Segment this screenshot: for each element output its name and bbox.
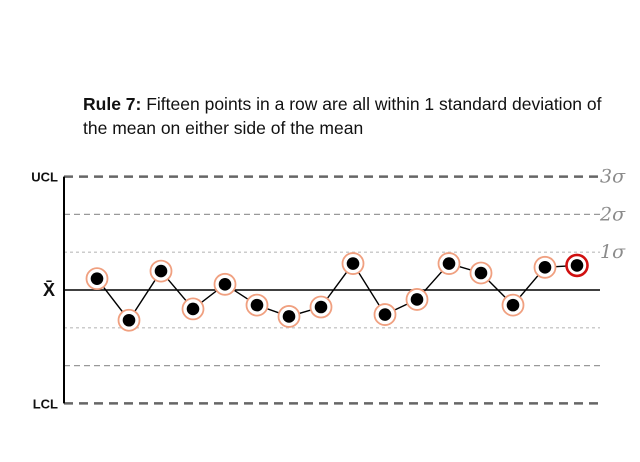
- rule-label: Rule 7:: [83, 94, 142, 114]
- data-point: [250, 298, 264, 312]
- rule-description: Fifteen points in a row are all within 1…: [83, 94, 602, 138]
- chart-labels: UCL LCL X̄ 3σ 2σ 1σ: [31, 166, 626, 412]
- sigma-lines: [63, 175, 600, 405]
- data-point: [346, 257, 360, 270]
- data-series: [85, 252, 589, 332]
- ucl-label: UCL: [31, 170, 58, 185]
- data-point: [90, 272, 104, 285]
- data-point: [506, 298, 520, 312]
- data-point: [474, 266, 488, 280]
- sigma-label-3: 3σ: [600, 166, 626, 188]
- data-point: [570, 259, 584, 272]
- data-point: [410, 293, 424, 306]
- sigma-label-1: 1σ: [600, 241, 626, 263]
- data-point: [378, 308, 392, 321]
- data-point: [442, 257, 456, 270]
- chart-title: Rule 7: Fifteen points in a row are all …: [83, 92, 603, 140]
- series-line: [96, 262, 578, 322]
- data-point: [154, 264, 168, 278]
- mean-label: X̄: [43, 280, 55, 300]
- data-point: [122, 313, 136, 327]
- data-point: [314, 300, 328, 314]
- sigma-label-2: 2σ: [599, 203, 626, 225]
- data-point: [186, 302, 200, 316]
- data-point: [282, 310, 296, 323]
- data-point: [218, 278, 232, 291]
- lcl-label: LCL: [33, 396, 58, 411]
- data-point: [538, 261, 552, 274]
